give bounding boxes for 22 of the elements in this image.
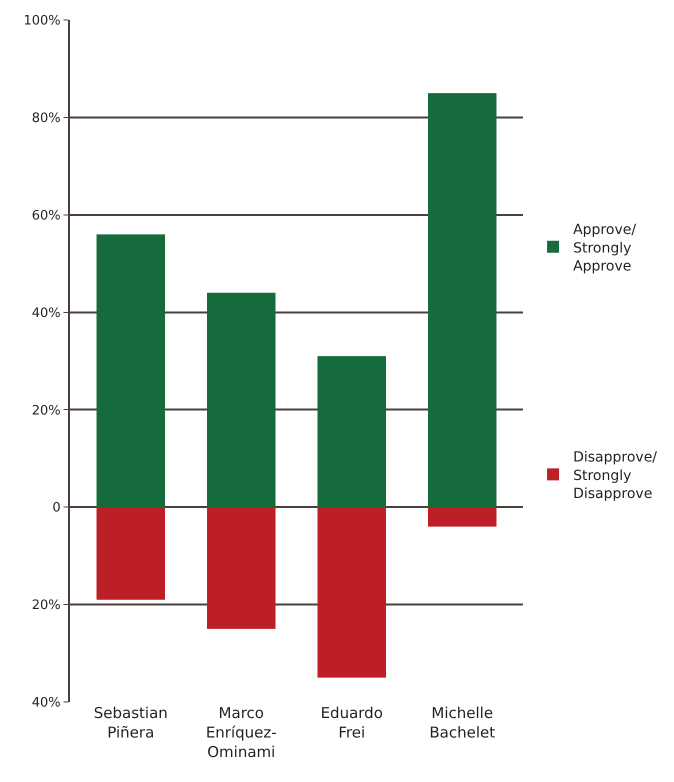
bar (207, 292, 276, 508)
x-tick-label: Sebastian Piñera (94, 704, 168, 742)
y-tick-label: 80% (32, 110, 61, 126)
y-tick-label: 20% (32, 403, 61, 418)
bar (428, 507, 496, 527)
legend-label: Approve/ Strongly Approve (573, 222, 636, 274)
bar (317, 356, 386, 508)
y-tick-label: 40% (32, 696, 61, 711)
bar (96, 234, 166, 508)
y-tick-label: 60% (32, 208, 61, 224)
bar (207, 507, 276, 629)
y-tick-label: 100% (23, 14, 61, 29)
y-tick-label: 40% (32, 306, 61, 321)
bar (428, 93, 496, 508)
bar (96, 507, 166, 600)
bar (317, 507, 386, 678)
x-tick-label: Marco Enríquez- Ominami (206, 704, 277, 761)
legend-label: Disapprove/ Strongly Disapprove (573, 450, 658, 502)
x-tick-label: Eduardo Frei (320, 704, 383, 742)
x-tick-label: Michelle Bachelet (429, 704, 496, 742)
y-tick-label: 20% (32, 598, 61, 614)
y-tick-label: 0 (52, 500, 61, 516)
